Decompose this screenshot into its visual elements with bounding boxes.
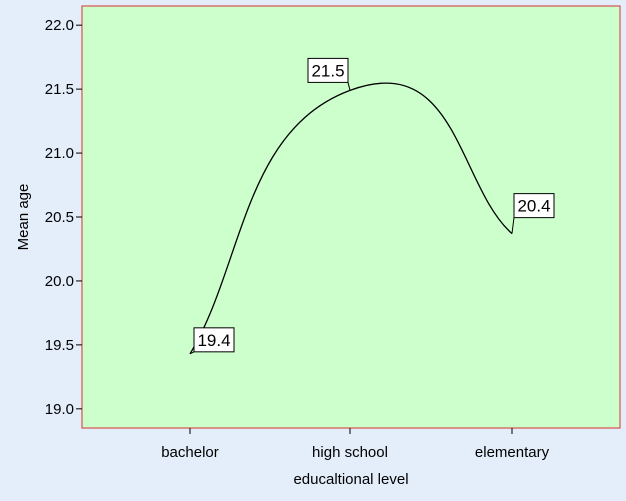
data-label-text: 21.5 [311,61,344,80]
y-tick-label: 21.5 [45,81,74,98]
x-axis: bachelor high school elementary [161,428,550,461]
series-line [189,82,513,355]
data-label: 19.4 [189,327,235,355]
data-label: 21.5 [307,57,351,91]
data-label-leader [511,217,515,234]
y-tick-label: 19.0 [45,401,74,418]
data-label-box [307,57,349,83]
data-label-text: 20.4 [517,197,550,216]
data-label-text: 19.4 [197,331,230,350]
x-tick-label: bachelor [161,444,219,461]
data-label: 20.4 [511,193,555,234]
data-label-leader [347,82,351,91]
y-axis: 19.0 19.5 20.0 20.5 21.0 21.5 22.0 [45,17,82,418]
y-tick-label: 20.5 [45,209,74,226]
data-label-box [513,193,555,219]
x-tick-label: elementary [475,444,550,461]
y-tick-label: 20.0 [45,273,74,290]
x-tick-label: high school [312,444,388,461]
y-axis-title: Mean age [15,184,32,251]
data-labels: 19.4 21.5 20.4 [189,57,555,355]
y-tick-label: 21.0 [45,145,74,162]
data-label-leader [189,351,195,355]
y-tick-label: 22.0 [45,17,74,34]
y-tick-label: 19.5 [45,337,74,354]
data-label-box [193,327,235,353]
x-axis-title: educaltional level [293,471,408,488]
